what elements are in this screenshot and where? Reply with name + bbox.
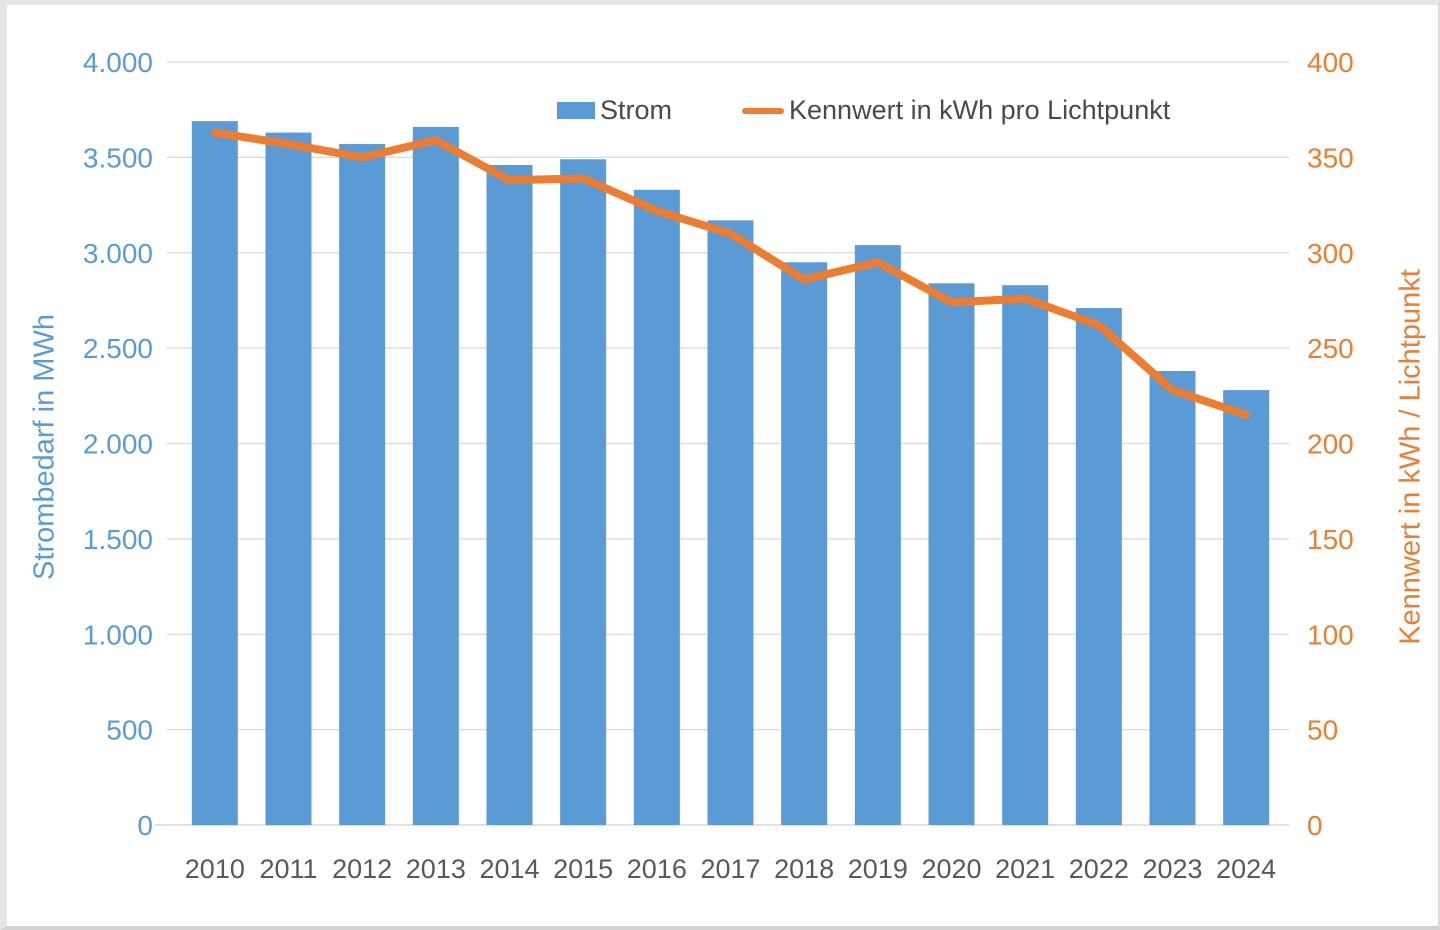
bar-2015: [560, 159, 607, 826]
x-axis-label-2017: 2017: [700, 854, 760, 884]
x-axis-label-2014: 2014: [479, 854, 539, 884]
x-axis-label-2024: 2024: [1216, 854, 1276, 884]
bar-2014: [486, 165, 533, 825]
x-axis-label-2012: 2012: [332, 854, 392, 884]
bar-2010: [191, 121, 238, 825]
x-axis-label-2015: 2015: [553, 854, 613, 884]
left-axis-tick-label: 2.500: [83, 333, 153, 364]
left-axis-tick-label: 1.500: [83, 524, 153, 555]
right-axis-tick-label: 350: [1307, 142, 1354, 173]
right-axis-title: Kennwert in kWh / Lichtpunkt: [1394, 269, 1427, 645]
bar-2011: [265, 132, 312, 825]
right-axis-tick-label: 0: [1307, 810, 1323, 841]
bar-2017: [707, 220, 754, 825]
left-axis-tick-label: 3.500: [83, 142, 153, 173]
x-axis-label-2021: 2021: [995, 854, 1055, 884]
right-axis-tick-label: 250: [1307, 333, 1354, 364]
right-axis-tick-label: 100: [1307, 619, 1354, 650]
left-axis-tick-label: 4.000: [83, 47, 153, 78]
right-axis-tick-label: 400: [1307, 47, 1354, 78]
bar-2021: [1002, 285, 1049, 825]
x-axis-label-2018: 2018: [774, 854, 834, 884]
legend: Strom Kennwert in kWh pro Lichtpunkt: [557, 95, 1170, 126]
right-axis-tick-label: 200: [1307, 429, 1354, 460]
bar-2023: [1149, 371, 1196, 825]
x-axis-label-2010: 2010: [185, 854, 245, 884]
bar-2022: [1075, 308, 1122, 825]
legend-line-swatch-icon: [742, 107, 785, 114]
x-axis-label-2023: 2023: [1142, 854, 1202, 884]
legend-item-strom: Strom: [557, 95, 672, 126]
x-axis-label-2019: 2019: [848, 854, 908, 884]
left-axis-tick-label: 1.000: [83, 619, 153, 650]
legend-item-kennwert: Kennwert in kWh pro Lichtpunkt: [742, 95, 1170, 126]
legend-label-kennwert: Kennwert in kWh pro Lichtpunkt: [789, 95, 1171, 125]
right-axis-tick-label: 50: [1307, 715, 1338, 746]
bar-2019: [854, 245, 901, 825]
right-axis-tick-label: 300: [1307, 238, 1354, 269]
left-axis-tick-label: 2.000: [83, 429, 153, 460]
bar-2016: [633, 189, 680, 826]
right-axis-tick-label: 150: [1307, 524, 1354, 555]
legend-bar-swatch-icon: [557, 102, 595, 119]
x-axis-label-2022: 2022: [1069, 854, 1129, 884]
kennwert-line: [210, 128, 1251, 419]
left-axis-tick-label: 500: [106, 715, 153, 746]
bar-2024: [1223, 390, 1270, 825]
x-axis-label-2013: 2013: [406, 854, 466, 884]
bar-2013: [412, 126, 459, 826]
plot-canvas: 0 0 500 50 1.000 100 1.500 150 2.000 200 2.500 250 3…: [83, 47, 1354, 884]
bar-2018: [781, 262, 828, 826]
left-axis-title: Strombedarf in MWh: [28, 314, 61, 580]
x-axis-label-2011: 2011: [259, 854, 317, 884]
x-axis-label-2020: 2020: [921, 854, 981, 884]
bar-2012: [339, 144, 386, 825]
bar-2020: [928, 283, 975, 825]
x-axis-label-2016: 2016: [627, 854, 687, 884]
left-axis-tick-label: 0: [137, 810, 153, 841]
legend-label-strom: Strom: [600, 95, 673, 125]
left-axis-tick-label: 3.000: [83, 238, 153, 269]
